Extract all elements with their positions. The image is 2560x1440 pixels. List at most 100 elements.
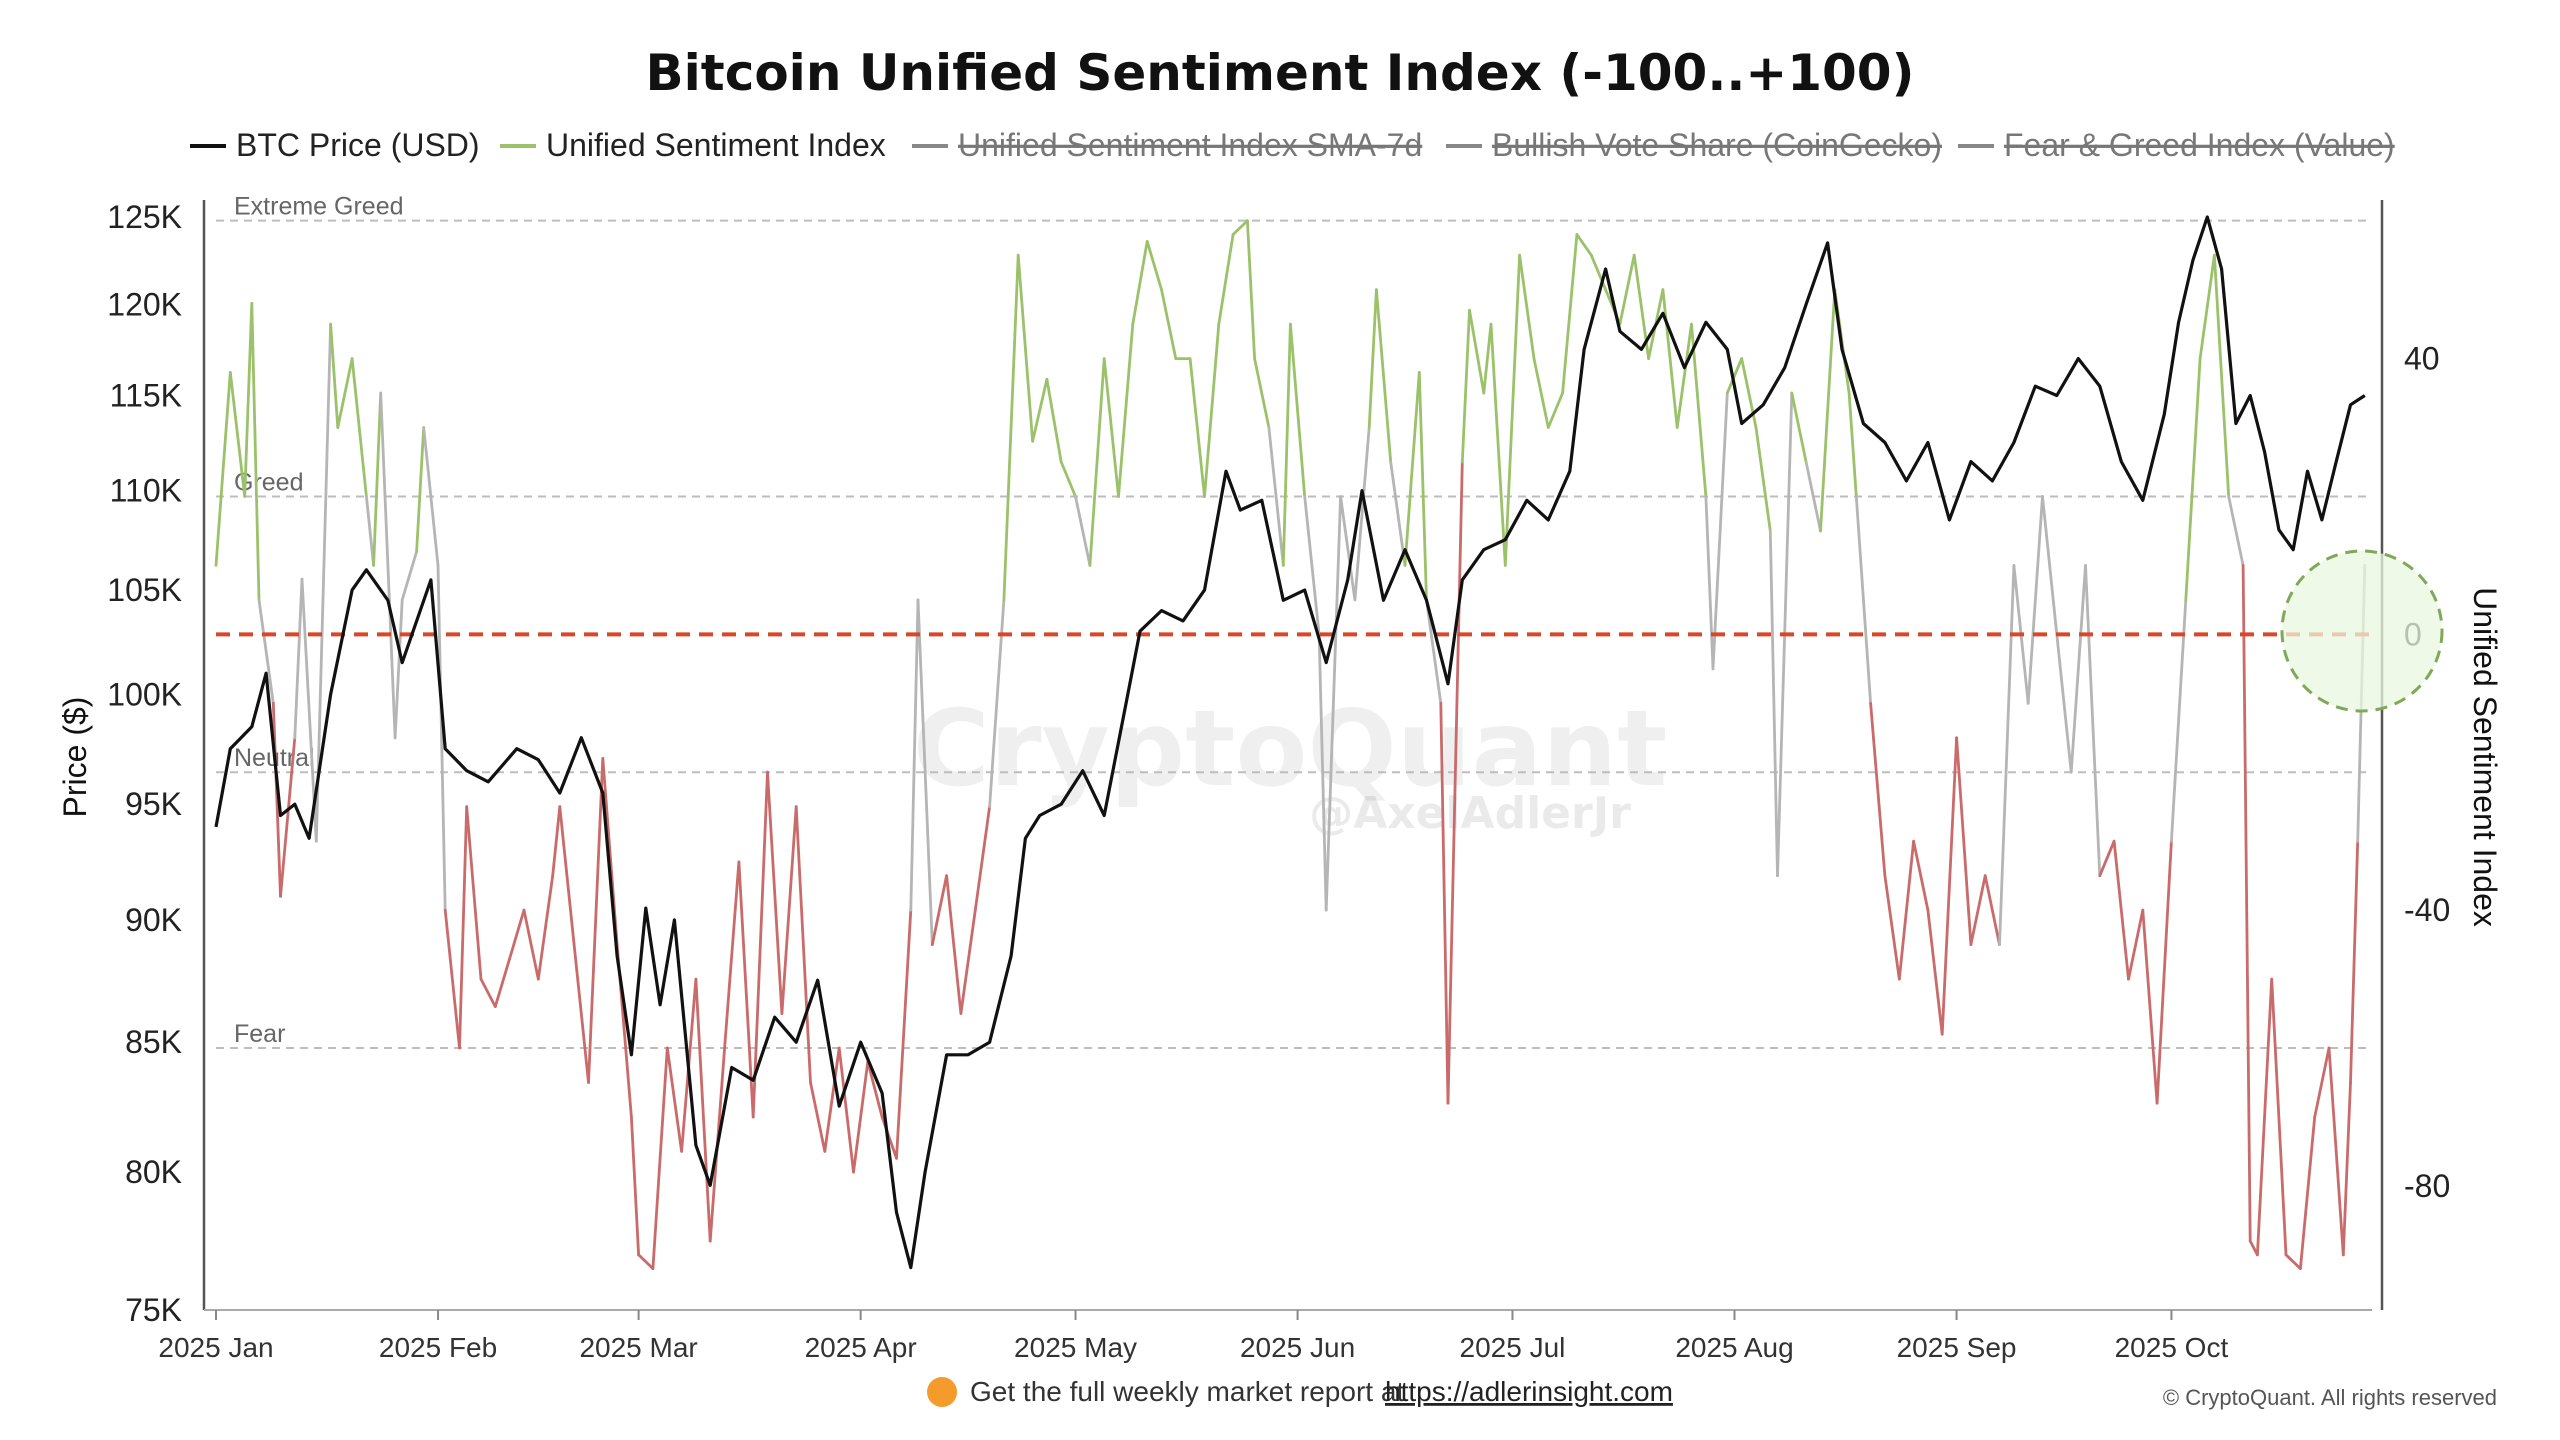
sentiment-segment <box>2341 1081 2352 1257</box>
sentiment-segment <box>2026 495 2044 705</box>
sentiment-segment <box>2212 253 2231 498</box>
sentiment-segment <box>959 908 977 1015</box>
y-left-tick-label: 75K <box>125 1292 182 1328</box>
sentiment-segment <box>2069 564 2087 774</box>
sentiment-segment <box>630 1115 640 1257</box>
sentiment-segment <box>336 357 354 429</box>
sentiment-segment <box>751 770 769 1119</box>
sentiment-segment <box>1353 426 1371 602</box>
sentiment-segment <box>1897 839 1915 981</box>
sentiment-segment <box>271 701 282 898</box>
sentiment-segment <box>558 805 576 946</box>
sentiment-segment <box>809 1081 827 1153</box>
sentiment-segment <box>436 564 447 912</box>
y-axis-right-title: Unified Sentiment Index <box>2467 587 2503 927</box>
chart-title: Bitcoin Unified Sentiment Index (-100..+… <box>646 44 1915 102</box>
sentiment-segment <box>1102 357 1120 498</box>
sentiment-segment <box>1926 908 1944 1036</box>
y-left-tick-label: 125K <box>107 199 182 235</box>
btc-price-line <box>214 215 2366 1270</box>
sentiment-series <box>214 219 2367 1270</box>
sentiment-segment <box>2141 908 2159 1105</box>
sentiment-segment <box>393 598 404 740</box>
sentiment-segment <box>1561 233 1579 395</box>
sentiment-segment <box>372 391 383 567</box>
sentiment-segment <box>1489 322 1507 567</box>
legend-label-bullish[interactable]: Bullish Vote Share (CoinGecko) <box>1492 127 1942 163</box>
sentiment-segment <box>1045 377 1063 464</box>
sentiment-segment <box>823 1046 841 1153</box>
sentiment-segment <box>2327 1046 2338 1153</box>
sentiment-segment <box>1883 874 1901 981</box>
legend-label-fng[interactable]: Fear & Greed Index (Value) <box>2004 127 2395 163</box>
x-axis-ticks: 2025 Jan 2025 Feb 2025 Mar 2025 Apr 2025 May… <box>158 1310 2228 1363</box>
sentiment-segment <box>1131 239 1149 326</box>
sentiment-segment <box>1303 495 1321 636</box>
sentiment-segment <box>2098 839 2116 878</box>
sentiment-segment <box>1518 253 1536 361</box>
sentiment-segment <box>2169 598 2188 843</box>
sentiment-segment <box>2227 495 2245 567</box>
sentiment-segment <box>2055 632 2073 774</box>
sentiment-segment <box>1675 322 1693 429</box>
orange-dot-icon <box>927 1377 957 1407</box>
sentiment-segment <box>1367 288 1378 429</box>
sentiment-segment <box>1389 460 1407 567</box>
y-left-tick-label: 105K <box>107 572 182 608</box>
sentiment-segment <box>400 550 419 602</box>
sentiment-segment <box>1324 495 1342 912</box>
y-right-tick-label: -40 <box>2404 892 2450 928</box>
sentiment-segment <box>1059 460 1077 498</box>
sentiment-segment <box>1546 391 1564 429</box>
sentiment-segment <box>415 426 426 553</box>
sentiment-segment <box>909 598 920 912</box>
x-tick-label: 2025 Apr <box>805 1332 917 1363</box>
sentiment-segment <box>1618 253 1636 326</box>
sentiment-segment <box>1460 308 1471 464</box>
footer: Get the full weekly market report at htt… <box>927 1376 2497 1410</box>
sentiment-segment <box>350 357 368 498</box>
sentiment-segment <box>293 577 304 740</box>
sentiment-segment <box>945 874 963 1015</box>
legend-label-usi[interactable]: Unified Sentiment Index <box>546 127 886 163</box>
highlight-circle <box>2280 549 2444 713</box>
sentiment-segment <box>1425 598 1443 705</box>
y-left-tick-label: 110K <box>110 473 182 509</box>
sentiment-segment <box>1847 391 1858 498</box>
sentiment-segment <box>866 1060 884 1119</box>
footer-link[interactable]: https://adlerinsight.com <box>1385 1376 1673 1407</box>
sentiment-segment <box>214 370 232 567</box>
legend-label-sma[interactable]: Unified Sentiment Index SMA-7d <box>958 127 1422 163</box>
sentiment-segment <box>1912 839 1930 912</box>
sentiment-segment <box>1503 253 1521 567</box>
sentiment-segment <box>1482 322 1493 395</box>
sentiment-segment <box>1854 495 1872 705</box>
sentiment-segment <box>2334 1150 2345 1257</box>
sentiment-segment <box>1690 322 1708 498</box>
sentiment-segment <box>1281 322 1292 567</box>
y-left-tick-label: 95K <box>125 786 182 822</box>
sentiment-segment <box>1711 391 1729 671</box>
sentiment-segment <box>794 805 812 1084</box>
sentiment-segment <box>1074 495 1092 567</box>
sentiment-segment <box>1417 370 1428 602</box>
sentiment-segment <box>1217 233 1235 326</box>
sentiment-segment <box>1969 874 1987 946</box>
sentiment-segment <box>852 1060 870 1174</box>
zone-label: Extreme Greed <box>234 193 404 221</box>
sentiment-segment <box>1740 357 1758 429</box>
sentiment-segment <box>2313 1046 2331 1119</box>
sentiment-segment <box>1203 322 1221 498</box>
zone-label: Fear <box>234 1020 285 1048</box>
sentiment-segment <box>1998 564 2016 946</box>
x-tick-label: 2025 Jun <box>1240 1332 1355 1363</box>
x-tick-label: 2025 Jul <box>1460 1332 1566 1363</box>
sentiment-segment <box>1754 426 1772 533</box>
x-tick-label: 2025 Mar <box>579 1332 697 1363</box>
legend-label-btc[interactable]: BTC Price (USD) <box>236 127 480 163</box>
sentiment-segment <box>379 391 397 740</box>
sentiment-segment <box>766 770 784 1015</box>
sentiment-segment <box>1661 288 1679 429</box>
sentiment-segment <box>551 805 562 878</box>
